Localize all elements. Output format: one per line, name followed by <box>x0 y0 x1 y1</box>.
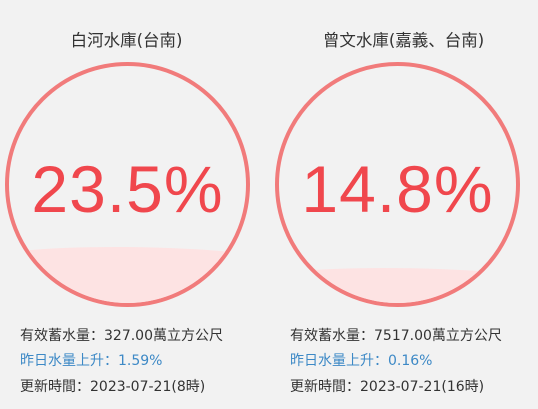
water-level-fill <box>9 247 246 303</box>
reservoir-name: 曾文水庫(嘉義、台南) <box>322 31 485 50</box>
water-level-percentage: 23.5% <box>31 152 224 226</box>
water-level-fill <box>279 267 516 303</box>
water-level-gauge: 14.8% <box>275 62 520 307</box>
daily-change: 昨日水量上升：1.59% <box>20 353 163 369</box>
reservoir-card-zengwen: 曾文水庫(嘉義、台南) 14.8% 有效蓄水量：7517.00萬立方公尺 昨日水… <box>269 0 538 409</box>
daily-change: 昨日水量上升：0.16% <box>290 353 433 369</box>
reservoir-card-baihe: 白河水庫(台南) 23.5% 有效蓄水量：327.00萬立方公尺 昨日水量上升：… <box>5 31 250 395</box>
effective-storage: 有效蓄水量：327.00萬立方公尺 <box>20 328 223 344</box>
effective-storage: 有效蓄水量：7517.00萬立方公尺 <box>290 328 502 344</box>
reservoir-name: 白河水庫(台南) <box>70 31 183 50</box>
water-level-gauge: 23.5% <box>5 62 250 307</box>
update-time: 更新時間：2023-07-21(8時) <box>20 379 206 395</box>
water-level-percentage: 14.8% <box>301 152 494 226</box>
update-time: 更新時間：2023-07-21(16時) <box>290 379 485 395</box>
